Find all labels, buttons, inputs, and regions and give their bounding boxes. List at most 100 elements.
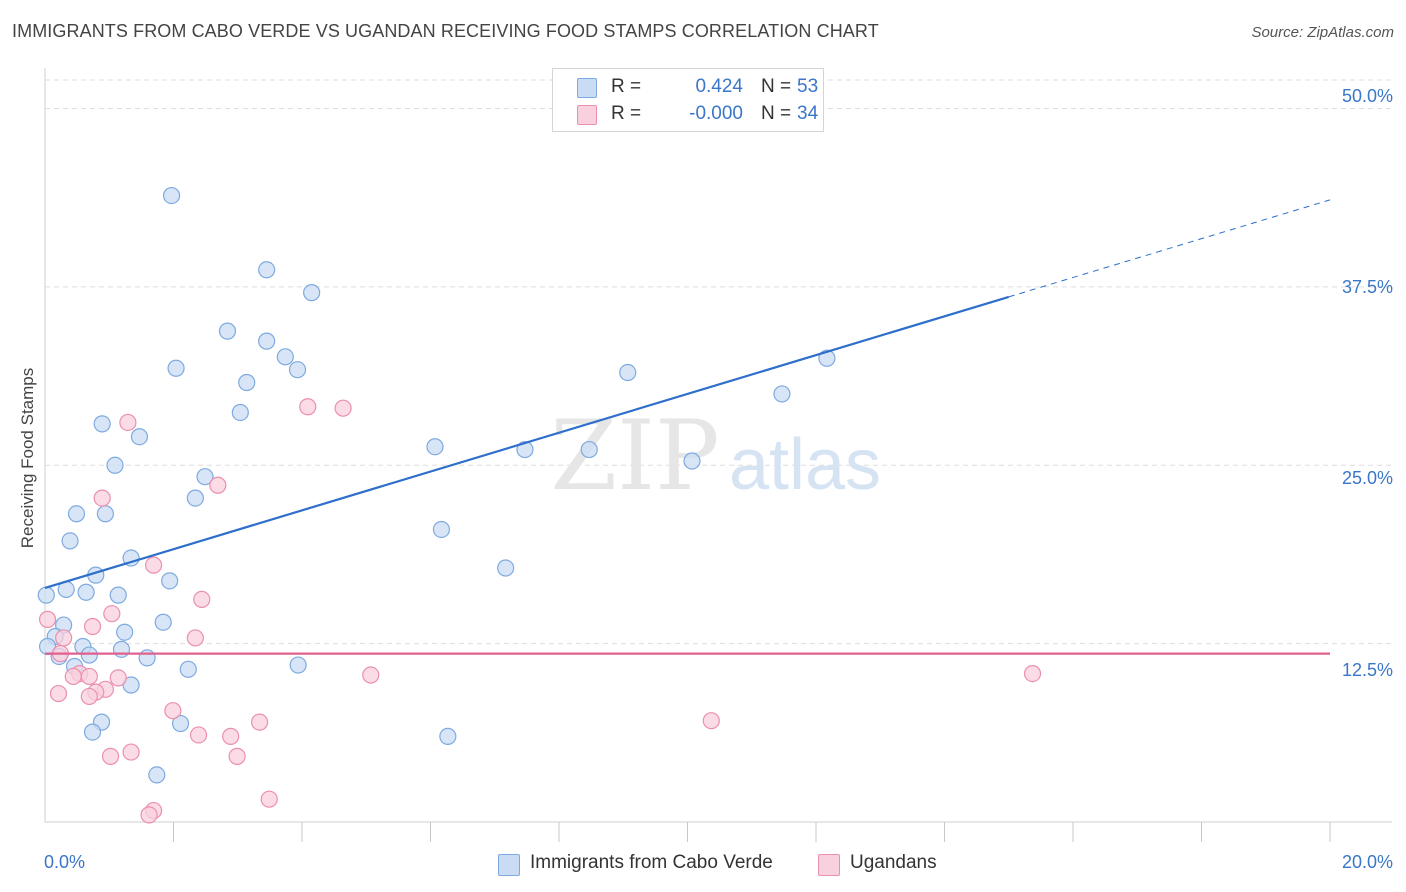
- data-point: [516, 440, 534, 459]
- data-point: [67, 505, 86, 523]
- data-point: [61, 532, 79, 550]
- data-point: [122, 743, 140, 761]
- legend-label-cabo-verde: Immigrants from Cabo Verde: [530, 852, 773, 873]
- data-point: [580, 440, 598, 459]
- legend-r-label: R =: [611, 103, 642, 124]
- data-point: [218, 322, 237, 340]
- data-point: [83, 617, 102, 636]
- data-point: [773, 385, 791, 403]
- legend-n-value: 34: [797, 103, 819, 124]
- data-point: [432, 520, 451, 539]
- data-point: [276, 348, 294, 366]
- y-tick-label-50: 50.0%: [1341, 86, 1393, 106]
- data-point: [161, 572, 179, 590]
- data-point: [55, 629, 73, 647]
- data-point: [186, 629, 204, 647]
- ugandan-points: [38, 398, 1042, 824]
- data-point: [260, 790, 278, 808]
- grid-layer: [45, 79, 1392, 645]
- watermark: ZIP atlas: [550, 400, 881, 512]
- legend-label-ugandans: Ugandans: [850, 852, 937, 873]
- data-point: [179, 660, 197, 678]
- data-point: [80, 687, 98, 706]
- data-point: [167, 359, 185, 377]
- data-point: [439, 727, 457, 745]
- data-point: [186, 489, 204, 507]
- data-point: [37, 586, 55, 604]
- data-point: [80, 667, 98, 686]
- data-point: [193, 590, 211, 609]
- data-point: [1023, 664, 1042, 683]
- trend-line-cabo-verde-extension: [1008, 199, 1331, 298]
- legend-n-value: 53: [797, 76, 819, 97]
- data-point: [109, 669, 127, 687]
- data-point: [334, 399, 352, 417]
- x-tick-label-max: 20.0%: [1341, 852, 1393, 872]
- data-point: [196, 468, 214, 486]
- data-point: [140, 806, 158, 824]
- data-point: [96, 505, 114, 523]
- data-point: [106, 456, 124, 474]
- trend-lines: [44, 199, 1331, 655]
- data-point: [164, 702, 182, 720]
- data-point: [83, 723, 102, 741]
- data-point: [189, 726, 208, 744]
- legend-n-label: N =: [761, 76, 792, 97]
- data-point: [250, 713, 269, 731]
- chart-title: IMMIGRANTS FROM CABO VERDE VS UGANDAN RE…: [12, 21, 879, 41]
- data-point: [228, 747, 246, 765]
- data-point: [497, 559, 515, 577]
- data-point: [818, 349, 836, 367]
- data-point: [38, 610, 57, 628]
- legend-r-value: 0.424: [695, 76, 743, 97]
- data-point: [122, 676, 140, 694]
- legend-swatch-pink: [818, 854, 840, 876]
- x-tick-label-min: 0.0%: [44, 852, 86, 872]
- data-point: [64, 667, 82, 686]
- data-point: [116, 623, 134, 641]
- data-point: [171, 714, 190, 733]
- data-point: [231, 403, 249, 422]
- data-point: [144, 556, 163, 574]
- y-tick-label-37-5: 37.5%: [1341, 277, 1393, 297]
- data-point: [103, 605, 121, 623]
- legend-swatch-blue: [577, 78, 597, 98]
- y-tick-label-25: 25.0%: [1341, 468, 1393, 488]
- data-point: [258, 332, 276, 350]
- data-point: [426, 438, 444, 456]
- data-point: [93, 489, 111, 507]
- data-point: [77, 583, 95, 601]
- legend-swatch-blue: [498, 854, 520, 876]
- data-point: [162, 186, 181, 205]
- correlation-legend: R = 0.424 N = 53 R = -0.000 N = 34: [552, 68, 824, 132]
- data-point: [289, 656, 307, 674]
- axis-layer: [44, 68, 1392, 842]
- data-point: [49, 684, 68, 703]
- data-point: [209, 476, 227, 494]
- data-point: [148, 766, 166, 784]
- data-point: [154, 613, 172, 631]
- y-tick-label-12-5: 12.5%: [1341, 660, 1393, 680]
- data-point: [362, 666, 380, 684]
- data-point: [222, 727, 240, 745]
- source-label: Source: ZipAtlas.com: [1251, 24, 1394, 41]
- data-point: [238, 373, 256, 392]
- data-point: [619, 363, 637, 382]
- data-point: [299, 398, 317, 416]
- data-point: [80, 646, 98, 664]
- data-point: [93, 415, 111, 433]
- legend-r-label: R =: [611, 76, 642, 97]
- data-point: [258, 261, 276, 279]
- data-point: [101, 747, 120, 765]
- legend-r-value: -0.000: [689, 103, 743, 124]
- data-point: [303, 284, 321, 302]
- data-point: [702, 712, 720, 730]
- data-point: [109, 586, 127, 604]
- data-point: [122, 549, 140, 567]
- data-point: [119, 413, 137, 432]
- data-point: [288, 361, 307, 379]
- data-point: [112, 640, 131, 658]
- legend-n-label: N =: [761, 103, 792, 124]
- data-point: [138, 649, 156, 667]
